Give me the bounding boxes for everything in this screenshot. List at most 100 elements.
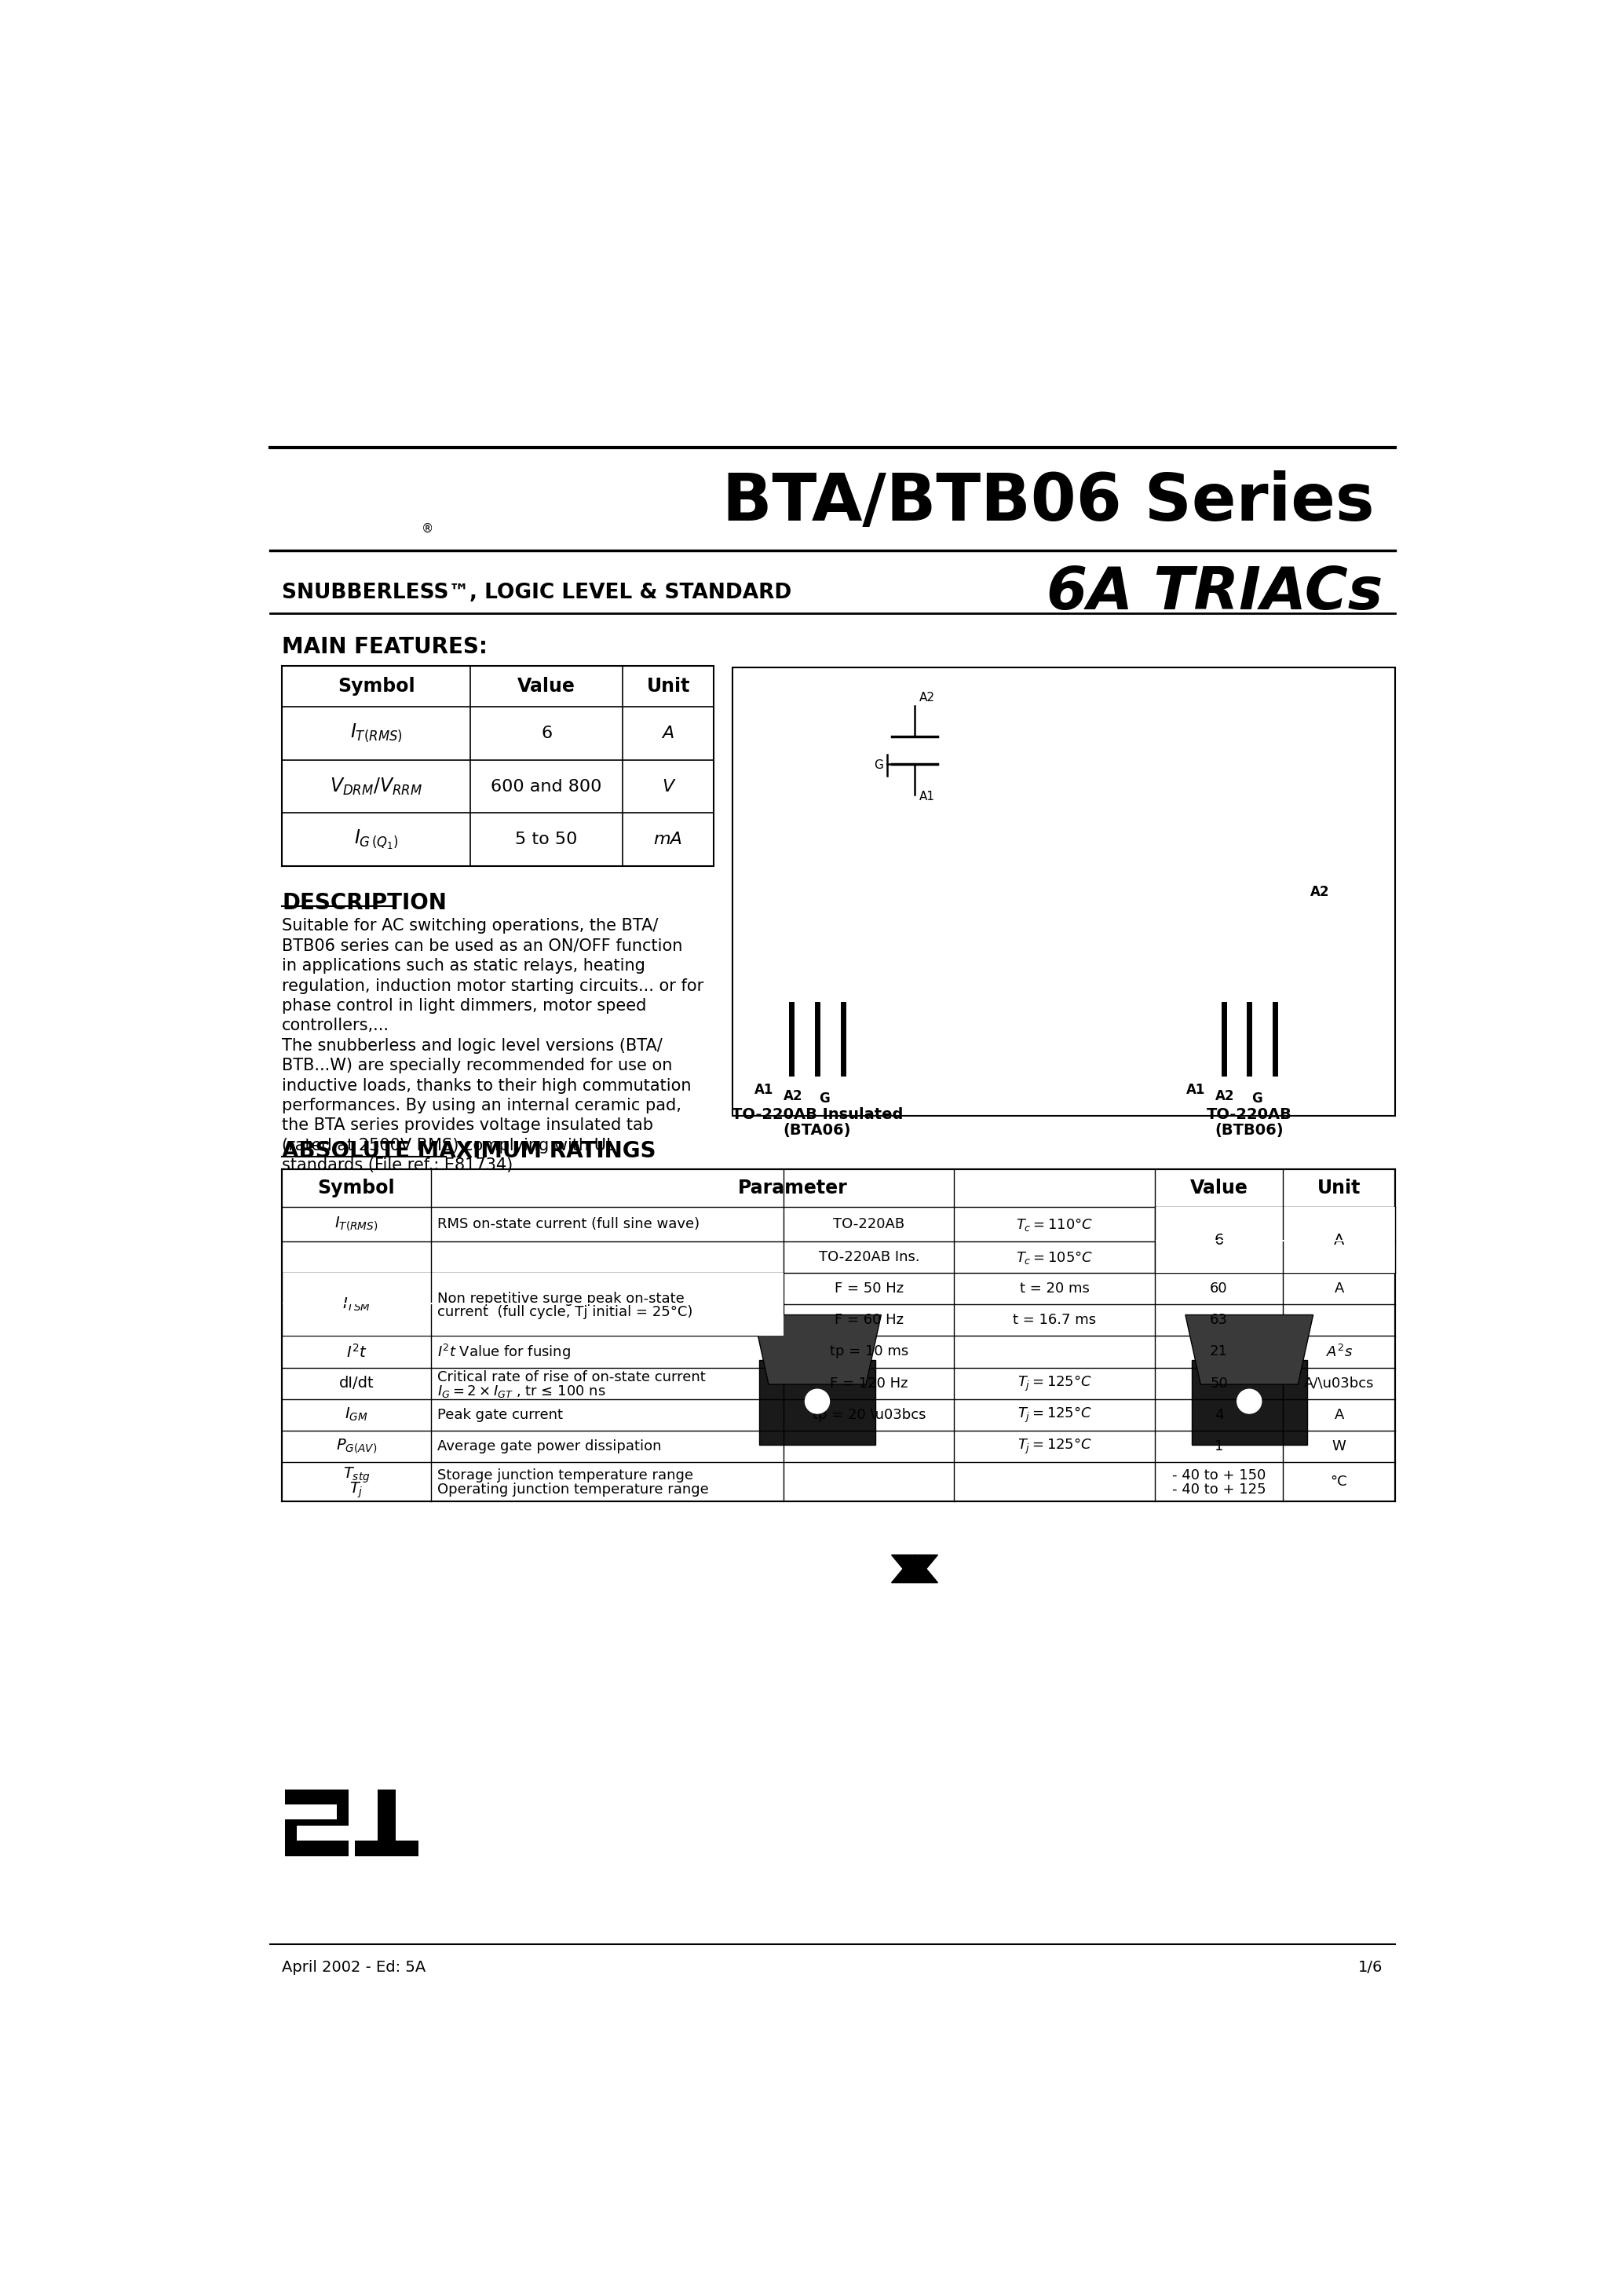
Text: mA: mA <box>654 831 683 847</box>
Text: (rated at 2500V RMS) complying with UL: (rated at 2500V RMS) complying with UL <box>282 1139 615 1153</box>
Text: $I_{TSM}$: $I_{TSM}$ <box>342 1281 370 1297</box>
Text: Storage junction temperature range: Storage junction temperature range <box>436 1469 693 1483</box>
Text: TO-220AB Insulated: TO-220AB Insulated <box>732 1107 903 1123</box>
Text: $I_{T(RMS)}$: $I_{T(RMS)}$ <box>334 1215 378 1233</box>
Text: $I_{G\,(Q_1)}$: $I_{G\,(Q_1)}$ <box>354 829 399 852</box>
Text: (BTB06): (BTB06) <box>1215 1123 1283 1139</box>
Text: in applications such as static relays, heating: in applications such as static relays, h… <box>282 957 646 974</box>
Text: Average gate power dissipation: Average gate power dissipation <box>436 1440 662 1453</box>
Text: 6A TRIACs: 6A TRIACs <box>1046 565 1384 622</box>
Text: (BTA06): (BTA06) <box>783 1123 852 1139</box>
Text: G: G <box>874 760 882 771</box>
Text: $I^2t$: $I^2t$ <box>345 1343 367 1359</box>
Text: Value: Value <box>1191 1178 1247 1196</box>
Text: standards (File ref.: E81734): standards (File ref.: E81734) <box>282 1157 513 1173</box>
Circle shape <box>1238 1389 1262 1414</box>
Bar <box>1155 1208 1395 1274</box>
Text: regulation, induction motor starting circuits... or for: regulation, induction motor starting cir… <box>282 978 704 994</box>
Text: W: W <box>1332 1440 1346 1453</box>
Text: performances. By using an internal ceramic pad,: performances. By using an internal ceram… <box>282 1097 681 1114</box>
Text: $I^2t$ Value for fusing: $I^2t$ Value for fusing <box>436 1343 571 1362</box>
Text: 21: 21 <box>1210 1345 1228 1359</box>
Text: phase control in light dimmers, motor speed: phase control in light dimmers, motor sp… <box>282 999 647 1015</box>
Text: RMS on-state current (full sine wave): RMS on-state current (full sine wave) <box>436 1217 699 1231</box>
Text: current  (full cycle, Tj initial = 25°C): current (full cycle, Tj initial = 25°C) <box>436 1290 693 1304</box>
Text: Parameter: Parameter <box>738 1178 848 1196</box>
Text: Non repetitive surge peak on-state: Non repetitive surge peak on-state <box>436 1277 684 1290</box>
Text: $I_G = 2 \times I_{GT}$ , tr ≤ 100 ns: $I_G = 2 \times I_{GT}$ , tr ≤ 100 ns <box>436 1382 605 1398</box>
Text: the BTA series provides voltage insulated tab: the BTA series provides voltage insulate… <box>282 1118 654 1134</box>
Text: tp = 20 \u03bcs: tp = 20 \u03bcs <box>813 1407 926 1421</box>
Text: April 2002 - Ed: 5A: April 2002 - Ed: 5A <box>282 1961 425 1975</box>
Text: G: G <box>1251 1093 1262 1107</box>
Text: $T_c = 110°C$: $T_c = 110°C$ <box>1015 1217 1093 1233</box>
Text: t = 16.7 ms: t = 16.7 ms <box>1012 1313 1096 1327</box>
Text: ®: ® <box>422 523 433 535</box>
Text: Symbol: Symbol <box>337 677 415 696</box>
Text: controllers,...: controllers,... <box>282 1017 389 1033</box>
Text: A2: A2 <box>1311 886 1330 900</box>
Text: $V_{DRM}/V_{RRM}$: $V_{DRM}/V_{RRM}$ <box>329 776 423 797</box>
Text: 6: 6 <box>1215 1217 1223 1231</box>
Text: BTB...W) are specially recommended for use on: BTB...W) are specially recommended for u… <box>282 1058 673 1075</box>
Text: A1: A1 <box>754 1084 774 1097</box>
Text: Critical rate of rise of on-state current: Critical rate of rise of on-state curren… <box>436 1371 706 1384</box>
Bar <box>282 1274 783 1336</box>
Text: A1: A1 <box>920 790 936 804</box>
Text: 5 to 50: 5 to 50 <box>516 831 577 847</box>
Text: A1: A1 <box>1186 1084 1205 1097</box>
Text: 63: 63 <box>1210 1313 1228 1327</box>
Text: current  (full cycle, Tj initial = 25°C): current (full cycle, Tj initial = 25°C) <box>436 1306 693 1320</box>
Polygon shape <box>285 1789 349 1855</box>
Text: 6: 6 <box>542 726 551 742</box>
Text: BTA/BTB06 Series: BTA/BTB06 Series <box>722 471 1374 535</box>
Text: Symbol: Symbol <box>318 1178 396 1196</box>
Text: tp = 10 ms: tp = 10 ms <box>829 1345 908 1359</box>
Text: $T_c = 105°C$: $T_c = 105°C$ <box>1015 1249 1093 1265</box>
Polygon shape <box>355 1789 418 1855</box>
Text: F = 120 Hz: F = 120 Hz <box>830 1375 908 1391</box>
Text: SNUBBERLESS™, LOGIC LEVEL & STANDARD: SNUBBERLESS™, LOGIC LEVEL & STANDARD <box>282 583 792 604</box>
Text: $T_j = 125°C$: $T_j = 125°C$ <box>1017 1405 1092 1424</box>
Text: 60: 60 <box>1210 1281 1228 1295</box>
Text: $I_{T(RMS)}$: $I_{T(RMS)}$ <box>350 723 402 744</box>
Text: °C: °C <box>1330 1474 1348 1488</box>
Text: $I_{TSM}$: $I_{TSM}$ <box>342 1297 370 1313</box>
Text: V: V <box>662 778 675 794</box>
Text: TO-220AB: TO-220AB <box>1207 1107 1293 1123</box>
Text: A: A <box>662 726 675 742</box>
Polygon shape <box>759 1359 876 1444</box>
Bar <box>732 668 1395 1116</box>
Text: $I_{GM}$: $I_{GM}$ <box>345 1405 368 1424</box>
Text: $P_{G(AV)}$: $P_{G(AV)}$ <box>336 1437 376 1456</box>
Text: A: A <box>1333 1233 1345 1247</box>
Text: ABSOLUTE MAXIMUM RATINGS: ABSOLUTE MAXIMUM RATINGS <box>282 1141 655 1162</box>
Text: 1: 1 <box>1215 1440 1223 1453</box>
Text: BTB06 series can be used as an ON/OFF function: BTB06 series can be used as an ON/OFF fu… <box>282 939 683 953</box>
Text: 6: 6 <box>1213 1233 1223 1247</box>
Text: $A^2s$: $A^2s$ <box>1325 1343 1353 1359</box>
Text: dI/dt: dI/dt <box>339 1375 375 1391</box>
Text: MAIN FEATURES:: MAIN FEATURES: <box>282 636 488 659</box>
Text: A/\u03bcs: A/\u03bcs <box>1304 1375 1374 1391</box>
Bar <box>282 1169 1395 1502</box>
Text: Value: Value <box>517 677 576 696</box>
Text: Peak gate current: Peak gate current <box>436 1407 563 1421</box>
Text: 1/6: 1/6 <box>1359 1961 1384 1975</box>
Text: TO-220AB Ins.: TO-220AB Ins. <box>819 1251 920 1265</box>
Bar <box>282 666 714 866</box>
Text: Non repetitive surge peak on-state: Non repetitive surge peak on-state <box>436 1290 684 1306</box>
Text: A2: A2 <box>1215 1088 1234 1102</box>
Text: 600 and 800: 600 and 800 <box>491 778 602 794</box>
Text: A: A <box>1335 1281 1345 1295</box>
Polygon shape <box>892 1554 938 1582</box>
Polygon shape <box>1192 1359 1307 1444</box>
Text: The snubberless and logic level versions (BTA/: The snubberless and logic level versions… <box>282 1038 662 1054</box>
Polygon shape <box>753 1316 881 1384</box>
Text: - 40 to + 125: - 40 to + 125 <box>1173 1483 1265 1497</box>
Text: $T_{stg}$: $T_{stg}$ <box>342 1465 370 1486</box>
Text: - 40 to + 150: - 40 to + 150 <box>1173 1469 1265 1483</box>
Text: G: G <box>819 1093 830 1107</box>
Text: DESCRIPTION: DESCRIPTION <box>282 893 446 914</box>
Text: 4: 4 <box>1215 1407 1223 1421</box>
